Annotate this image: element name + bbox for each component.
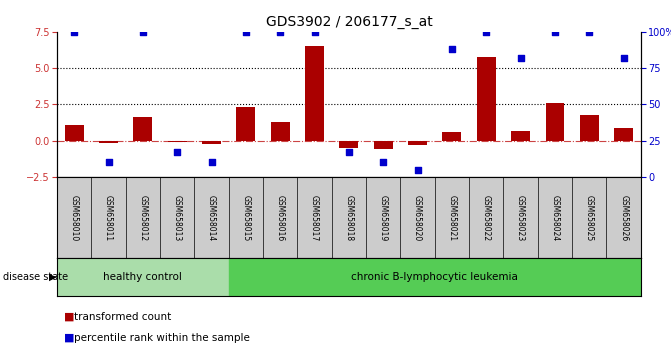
Bar [305,46,324,141]
Point [412,167,423,173]
Point [378,160,389,165]
Point [103,160,114,165]
Point [172,149,183,155]
Point [447,46,458,52]
Text: percentile rank within the sample: percentile rank within the sample [74,333,250,343]
Text: GSM658014: GSM658014 [207,195,216,241]
Point [584,29,595,35]
Bar [236,107,256,141]
Text: GSM658022: GSM658022 [482,195,491,241]
Bar [202,141,221,144]
Text: disease state: disease state [3,272,68,282]
Bar [614,128,633,141]
Title: GDS3902 / 206177_s_at: GDS3902 / 206177_s_at [266,16,432,29]
Text: GSM658017: GSM658017 [310,195,319,241]
Bar [477,57,496,141]
Bar [580,115,599,141]
Point [481,29,492,35]
Bar [340,141,358,148]
Text: GSM658019: GSM658019 [378,195,388,241]
Text: ■: ■ [64,312,74,322]
Text: GSM658011: GSM658011 [104,195,113,241]
Point [69,29,80,35]
Text: GSM658023: GSM658023 [516,195,525,241]
Point [206,160,217,165]
Point [550,29,560,35]
Text: GSM658016: GSM658016 [276,195,285,241]
Bar [57,258,229,296]
Bar [99,141,118,143]
Point [138,29,148,35]
Text: healthy control: healthy control [103,272,183,282]
Text: GSM658020: GSM658020 [413,195,422,241]
Bar [168,141,187,142]
Text: ■: ■ [64,333,74,343]
Text: GSM658024: GSM658024 [550,195,560,241]
Point [309,29,320,35]
Point [515,55,526,61]
Bar [229,258,641,296]
Text: GSM658026: GSM658026 [619,195,628,241]
Text: GSM658025: GSM658025 [585,195,594,241]
Point [275,29,286,35]
Point [344,149,354,155]
Text: GSM658018: GSM658018 [344,195,354,241]
Text: chronic B-lymphocytic leukemia: chronic B-lymphocytic leukemia [352,272,518,282]
Bar [271,122,290,141]
Bar [65,125,84,141]
Text: GSM658021: GSM658021 [448,195,456,241]
Point [240,29,251,35]
Text: transformed count: transformed count [74,312,171,322]
Bar [546,103,564,141]
Text: ▶: ▶ [49,272,56,282]
Bar [374,141,393,149]
Bar [408,141,427,145]
Text: GSM658010: GSM658010 [70,195,79,241]
Text: GSM658015: GSM658015 [242,195,250,241]
Point [618,55,629,61]
Text: GSM658012: GSM658012 [138,195,148,241]
Bar [134,118,152,141]
Bar [442,132,462,141]
Text: GSM658013: GSM658013 [172,195,182,241]
Bar [511,131,530,141]
